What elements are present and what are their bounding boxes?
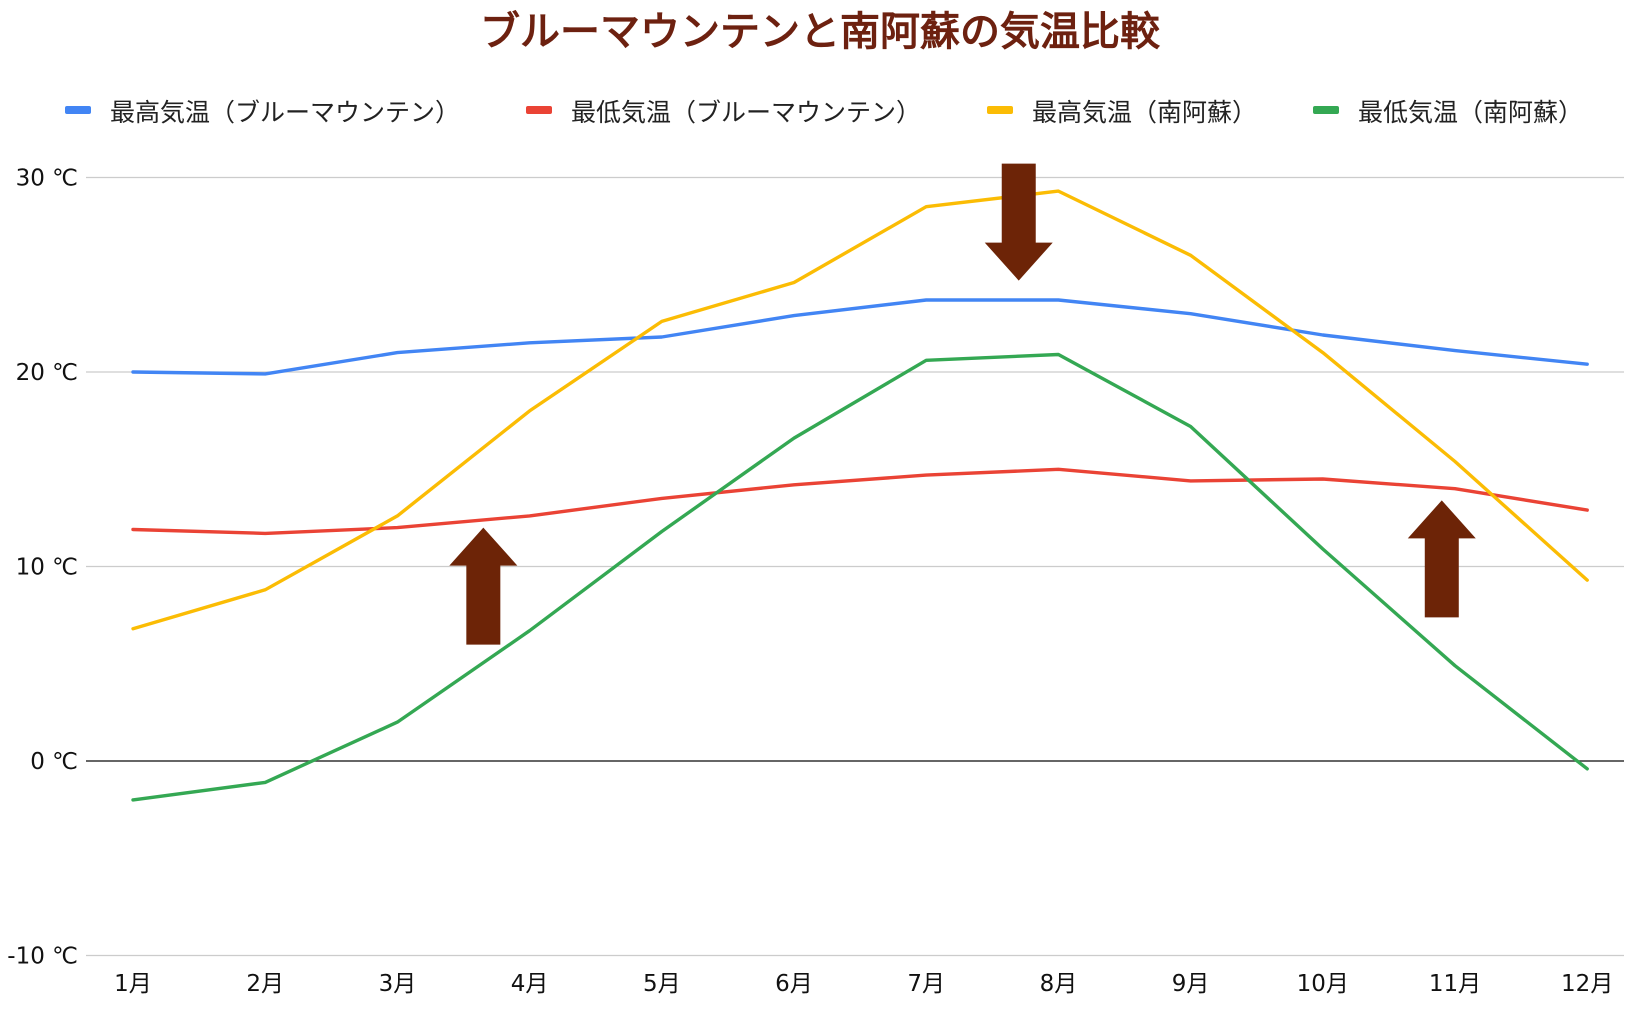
x-tick-label: 9月 (1172, 971, 1210, 997)
arrow-up-icon (449, 527, 518, 645)
legend-label: 最低気温（南阿蘇） (1358, 98, 1583, 127)
x-tick-label: 1月 (114, 971, 152, 997)
legend-item: 最高気温（南阿蘇） (987, 98, 1257, 127)
x-tick-label: 12月 (1561, 971, 1613, 997)
x-tick-label: 7月 (907, 971, 945, 997)
x-tick-label: 5月 (643, 971, 681, 997)
annotation-arrows (449, 163, 1476, 645)
series-line (131, 189, 1589, 631)
y-tick-label: 0 ℃ (30, 749, 78, 775)
x-tick-label: 11月 (1429, 971, 1481, 997)
series-line (131, 467, 1589, 536)
legend-item: 最高気温（ブルーマウンテン） (65, 98, 460, 127)
legend-swatch (526, 106, 552, 114)
x-tick-label: 2月 (246, 971, 284, 997)
legend-item: 最低気温（南阿蘇） (1313, 98, 1583, 127)
arrow-up-icon (1407, 500, 1476, 618)
legend-item: 最低気温（ブルーマウンテン） (526, 98, 921, 127)
x-tick-label: 8月 (1040, 971, 1078, 997)
legend-swatch (65, 106, 91, 114)
y-axis-ticks: -10 ℃ 0 ℃ 10 ℃ 20 ℃ 30 ℃ (7, 166, 78, 970)
y-tick-label: -10 ℃ (7, 944, 78, 970)
series-lines (131, 189, 1589, 802)
series-line (131, 298, 1589, 376)
legend-swatch (1313, 106, 1339, 114)
legend: 最高気温（ブルーマウンテン） 最低気温（ブルーマウンテン） 最高気温（南阿蘇） 最低気… (65, 98, 1583, 127)
series-line (131, 352, 1589, 802)
legend-swatch (987, 106, 1013, 114)
gridlines (86, 176, 1624, 957)
legend-label: 最高気温（ブルーマウンテン） (110, 98, 460, 127)
arrow-down-icon (984, 163, 1053, 281)
legend-label: 最高気温（南阿蘇） (1032, 98, 1257, 127)
x-tick-label: 6月 (775, 971, 813, 997)
y-tick-label: 20 ℃ (16, 360, 78, 386)
y-tick-label: 30 ℃ (16, 166, 78, 192)
y-tick-label: 10 ℃ (16, 555, 78, 581)
x-tick-label: 3月 (379, 971, 417, 997)
x-tick-label: 10月 (1297, 971, 1349, 997)
legend-label: 最低気温（ブルーマウンテン） (571, 98, 921, 127)
x-tick-label: 4月 (511, 971, 549, 997)
chart-title: ブルーマウンテンと南阿蘇の気温比較 (480, 9, 1161, 55)
x-axis-ticks: 1月 2月 3月 4月 5月 6月 7月 8月 9月 10月 11月 12月 (114, 971, 1613, 997)
